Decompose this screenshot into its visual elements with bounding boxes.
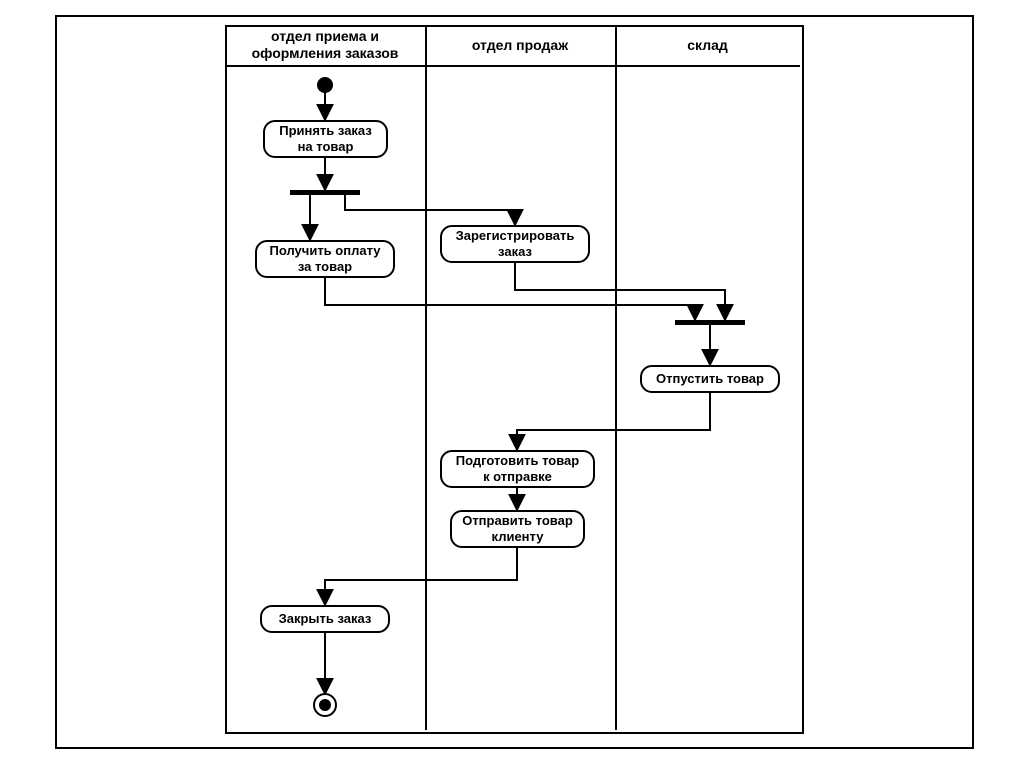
- edge: [517, 393, 710, 450]
- edge: [515, 263, 725, 320]
- edge: [325, 548, 517, 605]
- edge: [325, 278, 695, 320]
- final-node-dot: [319, 699, 331, 711]
- diagram-edges: [0, 0, 1024, 768]
- activity-node: Подготовить товар к отправке: [440, 450, 595, 488]
- initial-node: [317, 77, 333, 93]
- edge: [345, 195, 515, 225]
- activity-node: Получить оплату за товар: [255, 240, 395, 278]
- activity-node: Зарегистрировать заказ: [440, 225, 590, 263]
- activity-node: Отпустить товар: [640, 365, 780, 393]
- activity-node: Закрыть заказ: [260, 605, 390, 633]
- sync-bar: [675, 320, 745, 325]
- sync-bar: [290, 190, 360, 195]
- activity-node: Принять заказ на товар: [263, 120, 388, 158]
- activity-node: Отправить товар клиенту: [450, 510, 585, 548]
